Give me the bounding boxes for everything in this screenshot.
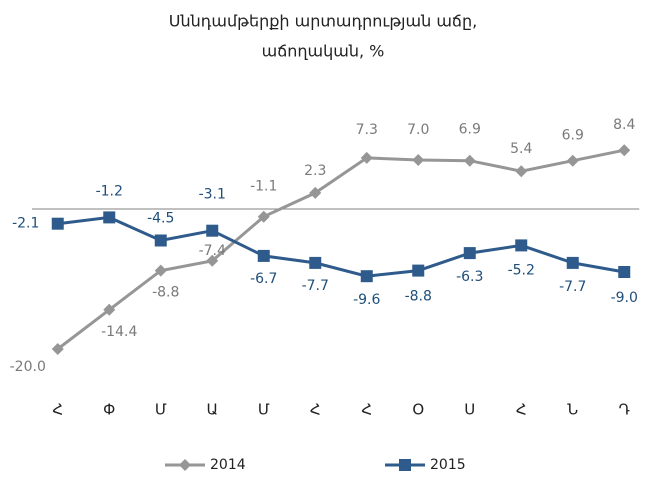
x-tick-label: Մ [258,401,270,419]
point [412,154,425,166]
x-tick-label: Հ [361,401,372,419]
point [412,264,425,277]
data-label: 8.4 [613,117,635,133]
point [103,211,116,224]
data-label: -9.6 [353,292,380,308]
x-tick-label: Հ [310,401,321,419]
chart-title: աճողական, % [262,42,385,61]
point [463,247,476,260]
point [360,151,373,164]
series-line [56,148,625,351]
data-label: -4.5 [147,211,174,227]
data-label: 5.4 [510,141,532,157]
data-label: -7.7 [559,279,586,295]
point [51,217,64,230]
data-label: -2.1 [12,216,39,232]
point [566,154,579,167]
x-tick-label: Հ [52,401,63,419]
data-label: 7.0 [407,122,429,138]
data-label: -6.3 [456,269,483,285]
series-line [57,215,625,278]
data-label: -8.8 [152,285,179,301]
legend-marker [399,459,411,471]
x-tick-label: Հ [516,401,527,419]
x-tick-label: Օ [412,401,424,419]
legend-label: 2014 [210,457,246,473]
data-label: -1.1 [250,179,277,195]
x-tick-label: Մ [155,401,167,419]
point [103,303,116,316]
data-label: -7.7 [302,278,329,294]
x-tick-label: Փ [103,401,115,419]
data-label: -5.2 [508,262,535,278]
point [154,264,167,277]
data-label: -20.0 [10,359,46,375]
data-label: -6.7 [250,271,277,287]
x-tick-label: Դ [619,401,630,419]
point [618,266,631,278]
point [515,239,528,252]
x-tick-label: Ս [464,401,475,419]
x-tick-label: Ա [207,401,219,419]
x-tick-label: Ն [567,401,578,419]
data-label: -9.0 [611,290,638,306]
point [51,343,64,355]
point [515,165,528,178]
data-label: -3.1 [199,187,226,203]
point [206,254,219,267]
point [618,144,631,157]
point [566,256,579,269]
point [154,234,167,247]
data-label: -1.2 [96,183,123,199]
data-label: -8.8 [405,289,432,305]
chart-title: Սննդամթերքի արտադրության աճը, [169,12,477,31]
point [206,224,219,237]
data-label: 2.3 [304,163,326,179]
point [257,249,270,262]
data-label: 6.9 [459,122,481,138]
point [463,154,476,167]
point [257,210,270,223]
legend-label: 2015 [430,457,466,473]
data-label: 7.3 [356,122,378,138]
legend-marker [179,459,191,471]
data-label: 6.9 [562,128,584,144]
point [309,186,322,199]
data-label: -14.4 [101,324,137,340]
point [309,256,322,269]
data-label: -7.4 [199,243,226,259]
point [360,270,373,283]
